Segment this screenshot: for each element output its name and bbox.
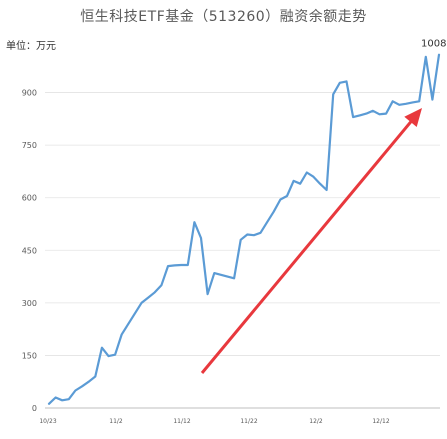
x-tick-label: 12/2 bbox=[309, 418, 323, 425]
y-tick-label: 450 bbox=[22, 246, 37, 255]
x-tick-label: 11/12 bbox=[173, 418, 190, 425]
y-tick-label: 600 bbox=[22, 194, 37, 203]
unit-label: 单位：万元 bbox=[6, 41, 56, 52]
trend-arrow-head bbox=[404, 108, 422, 127]
y-tick-label: 0 bbox=[32, 404, 37, 413]
x-tick-label: 11/2 bbox=[109, 418, 123, 425]
x-tick-label: 11/22 bbox=[240, 418, 257, 425]
y-tick-label: 750 bbox=[22, 141, 37, 150]
series-line bbox=[47, 53, 441, 405]
chart-title: 恒生科技ETF基金（513260）融资余额走势 bbox=[80, 9, 367, 25]
trend-arrow-shaft bbox=[200, 117, 416, 374]
x-tick-label: 10/23 bbox=[39, 418, 56, 425]
y-tick-label: 300 bbox=[22, 299, 37, 308]
y-tick-label: 150 bbox=[22, 351, 37, 360]
last-value-label: 1008 bbox=[421, 39, 446, 50]
x-tick-label: 12/12 bbox=[372, 418, 389, 425]
y-tick-label: 900 bbox=[22, 89, 37, 98]
